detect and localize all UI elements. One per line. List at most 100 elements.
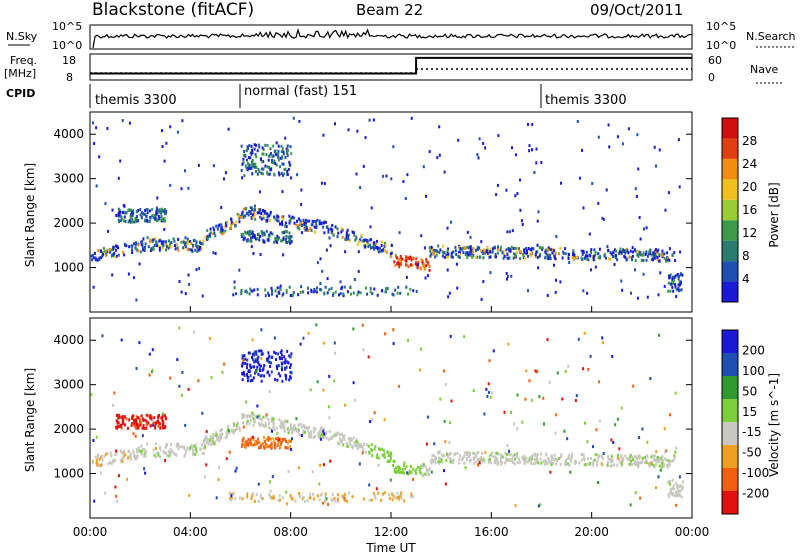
power-point-189 bbox=[452, 250, 455, 254]
velocity-point-305 bbox=[399, 467, 401, 471]
power-point-1553 bbox=[581, 148, 583, 152]
power-point-531 bbox=[295, 223, 298, 227]
velocity-point-1398 bbox=[134, 434, 137, 438]
velocity-point-786 bbox=[132, 449, 135, 453]
velocity-point-1534 bbox=[260, 357, 263, 360]
velocity-point-474 bbox=[302, 431, 304, 435]
velocity-point-470 bbox=[212, 436, 215, 440]
velocity-point-1535 bbox=[221, 370, 224, 374]
power-point-1446 bbox=[119, 159, 122, 163]
power-point-1203 bbox=[250, 232, 253, 235]
power-point-680 bbox=[466, 255, 469, 259]
velocity-point-1193 bbox=[245, 440, 248, 444]
velocity-point-801 bbox=[246, 413, 249, 417]
velocity-point-253 bbox=[350, 438, 353, 442]
velocity-point-698 bbox=[508, 458, 511, 462]
power-point-141 bbox=[104, 254, 107, 257]
velocity-point-873 bbox=[189, 446, 192, 450]
power-point-260 bbox=[489, 255, 492, 259]
power-point-1649 bbox=[597, 201, 600, 205]
velocity-point-629 bbox=[312, 435, 315, 439]
power-point-756 bbox=[432, 252, 435, 256]
velocity-point-597 bbox=[424, 465, 427, 468]
velocity-point-847 bbox=[128, 449, 131, 453]
velocity-point-709 bbox=[220, 429, 223, 432]
power-point-883 bbox=[162, 241, 165, 245]
power-point-1384 bbox=[674, 282, 676, 286]
power-point-807 bbox=[135, 247, 138, 251]
velocity-point-1127 bbox=[269, 365, 272, 368]
power-point-429 bbox=[110, 248, 113, 252]
velocity-point-1599 bbox=[574, 399, 577, 402]
velocity-point-879 bbox=[530, 461, 533, 465]
velocity-point-1068 bbox=[280, 353, 283, 357]
velocity-point-18 bbox=[232, 431, 235, 435]
power-point-1143 bbox=[281, 147, 284, 151]
power-point-1280 bbox=[276, 286, 279, 290]
velocity-point-1588 bbox=[577, 337, 580, 341]
power-point-1632 bbox=[568, 261, 571, 264]
velocity-point-556 bbox=[370, 442, 373, 446]
velocity-point-1198 bbox=[289, 444, 291, 448]
velocity-point-1387 bbox=[675, 494, 678, 498]
velocity-point-685 bbox=[488, 454, 491, 458]
xtick-label-4: 16:00 bbox=[474, 525, 509, 539]
velocity-point-1112 bbox=[254, 371, 256, 375]
velocity-point-822 bbox=[194, 452, 197, 456]
power-point-522 bbox=[572, 252, 575, 256]
velocity-point-331 bbox=[570, 454, 573, 458]
power-point-369 bbox=[628, 255, 631, 259]
velocity-point-409 bbox=[560, 453, 563, 457]
velocity-point-591 bbox=[440, 458, 443, 462]
power-point-1583 bbox=[576, 120, 579, 123]
power-point-1154 bbox=[286, 149, 289, 153]
nsearch-tick-top: 10^5 bbox=[706, 20, 736, 33]
velocity-point-1501 bbox=[373, 411, 376, 415]
velocity-point-968 bbox=[138, 424, 141, 427]
velocity-point-851 bbox=[441, 454, 444, 458]
velocity-point-537 bbox=[242, 415, 245, 419]
velocity-point-856 bbox=[383, 454, 386, 458]
power-point-1013 bbox=[155, 212, 158, 216]
power-point-1104 bbox=[257, 168, 260, 172]
velocity-point-1296 bbox=[294, 499, 297, 503]
velocity-point-518 bbox=[297, 423, 300, 427]
velocity-point-778 bbox=[136, 454, 139, 458]
velocity-point-447 bbox=[386, 450, 389, 454]
velocity-colorbar-tick-6: -100 bbox=[742, 466, 769, 480]
power-point-1482 bbox=[668, 247, 671, 251]
power-point-1549 bbox=[104, 202, 107, 206]
power-point-21 bbox=[274, 217, 277, 221]
velocity-point-1101 bbox=[283, 360, 286, 364]
cpid-segment-1: themis 3300 bbox=[95, 93, 177, 108]
power-point-1582 bbox=[95, 184, 98, 188]
velocity-point-1522 bbox=[328, 416, 331, 420]
velocity-point-599 bbox=[567, 456, 570, 460]
velocity-point-831 bbox=[446, 452, 448, 456]
power-point-785 bbox=[519, 257, 522, 261]
power-point-403 bbox=[254, 217, 257, 221]
power-point-258 bbox=[405, 259, 408, 263]
power-point-827 bbox=[641, 253, 644, 257]
power-point-440 bbox=[304, 228, 307, 232]
power-point-5 bbox=[486, 251, 489, 255]
power-point-1590 bbox=[233, 280, 236, 284]
velocity-point-1237 bbox=[263, 445, 265, 449]
velocity-point-1621 bbox=[618, 447, 621, 451]
power-point-665 bbox=[523, 248, 525, 252]
power-point-1159 bbox=[286, 144, 289, 148]
power-point-383 bbox=[598, 247, 601, 251]
velocity-point-1408 bbox=[449, 334, 452, 338]
power-point-672 bbox=[141, 245, 144, 249]
velocity-point-996 bbox=[141, 417, 144, 421]
power-point-853 bbox=[99, 249, 102, 253]
power-point-1059 bbox=[242, 157, 245, 161]
velocity-point-947 bbox=[161, 416, 164, 420]
velocity-point-1235 bbox=[277, 439, 280, 443]
power-point-786 bbox=[506, 252, 509, 256]
velocity-point-791 bbox=[539, 452, 542, 456]
velocity-point-1036 bbox=[286, 349, 289, 353]
velocity-point-164 bbox=[194, 443, 197, 447]
power-point-517 bbox=[284, 221, 287, 225]
